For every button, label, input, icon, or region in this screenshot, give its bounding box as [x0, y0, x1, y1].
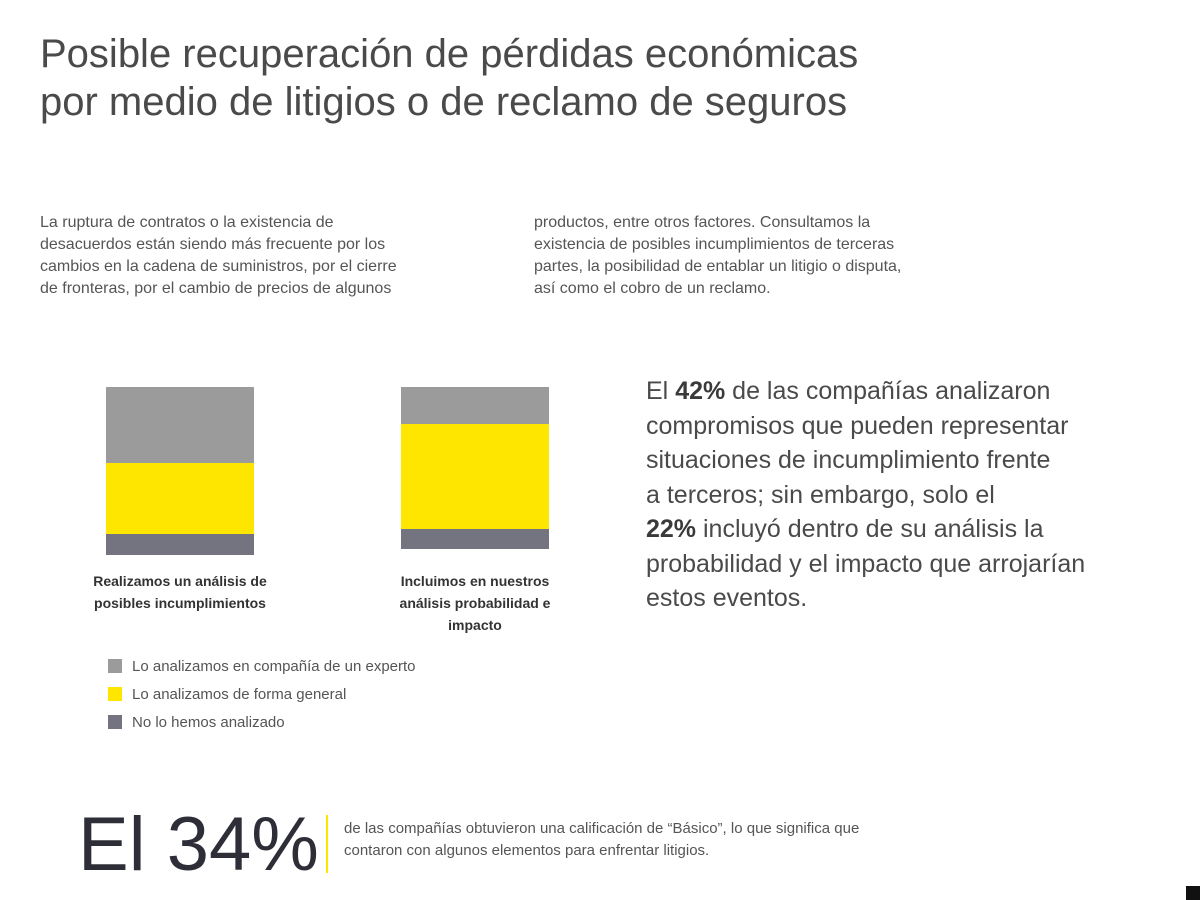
title-line-2: por medio de litigios o de reclamo de se…	[40, 80, 848, 124]
big-stat-line: de las compañías obtuvieron una califica…	[344, 820, 860, 837]
segment-general	[106, 463, 254, 534]
big-stat-value: El 34%	[78, 802, 319, 887]
bar-label-line: posibles incumplimientos	[94, 595, 266, 611]
intro-left-line: de fronteras, por el cambio de precios d…	[40, 280, 392, 297]
legend-item-experto: Lo analizamos en compañía de un experto	[108, 656, 416, 684]
stat-text: incluyó dentro de su análisis la	[696, 515, 1044, 543]
legend-item-general: Lo analizamos de forma general	[108, 684, 416, 712]
intro-right-column: productos, entre otros factores. Consult…	[534, 212, 1014, 300]
legend-swatch-no-analizado	[108, 715, 122, 729]
stat-value-42: 42%	[675, 377, 726, 405]
bar-label-line: Incluimos en nuestros	[400, 573, 550, 589]
title-line-1: Posible recuperación de pérdidas económi…	[40, 32, 859, 76]
stat-value-22: 22%	[646, 515, 697, 543]
stat-text: situaciones de incumplimiento frente	[646, 446, 1051, 474]
bar-label-line: Realizamos un análisis de	[93, 573, 267, 589]
stat-text: El	[646, 377, 676, 405]
legend-item-no-analizado: No lo hemos analizado	[108, 712, 416, 740]
legend-swatch-experto	[108, 659, 122, 673]
segment-general	[401, 424, 549, 529]
big-stat-description: de las compañías obtuvieron una califica…	[344, 818, 859, 862]
stat-text: de las compañías analizaron	[725, 377, 1051, 405]
intro-left-line: La ruptura de contratos o la existencia …	[40, 214, 334, 231]
stat-text: compromisos que pueden representar	[646, 411, 1069, 440]
stat-text: probabilidad y el impacto que arrojarían	[646, 549, 1086, 578]
bar-label-probabilidad: Incluimos en nuestros análisis probabili…	[375, 570, 575, 636]
yellow-divider	[326, 815, 328, 873]
intro-right-line: partes, la posibilidad de entablar un li…	[534, 258, 902, 275]
key-stat-paragraph: El 42% de las compañías analizaron compr…	[646, 374, 1176, 616]
bar-label-line: análisis probabilidad e	[399, 595, 551, 611]
intro-left-line: desacuerdos están siendo más frecuente p…	[40, 236, 386, 253]
legend-swatch-general	[108, 687, 122, 701]
page-title: Posible recuperación de pérdidas económi…	[40, 30, 1040, 126]
stat-text: estos eventos.	[646, 584, 808, 612]
chart-legend: Lo analizamos en compañía de un experto …	[108, 656, 416, 740]
segment-no-analizado	[401, 529, 549, 549]
segment-experto	[106, 387, 254, 463]
bar-probabilidad-impacto	[401, 387, 549, 549]
intro-right-line: existencia de posibles incumplimientos d…	[534, 236, 895, 253]
big-stat-line: contaron con algunos elementos para enfr…	[344, 842, 710, 859]
bar-label-line: impacto	[448, 617, 502, 633]
intro-right-line: productos, entre otros factores. Consult…	[534, 214, 871, 231]
intro-right-line: así como el cobro de un reclamo.	[534, 280, 771, 297]
segment-experto	[401, 387, 549, 424]
legend-label: No lo hemos analizado	[132, 714, 285, 731]
intro-left-line: cambios en la cadena de suministros, por…	[40, 258, 397, 275]
legend-label: Lo analizamos en compañía de un experto	[132, 658, 416, 675]
bar-label-analisis: Realizamos un análisis de posibles incum…	[80, 570, 280, 614]
corner-mark	[1186, 886, 1200, 900]
intro-left-column: La ruptura de contratos o la existencia …	[40, 212, 510, 300]
segment-no-analizado	[106, 534, 254, 555]
bar-analisis-incumplimientos	[106, 387, 254, 555]
legend-label: Lo analizamos de forma general	[132, 686, 347, 703]
stat-text: a terceros; sin embargo, solo el	[646, 480, 995, 509]
